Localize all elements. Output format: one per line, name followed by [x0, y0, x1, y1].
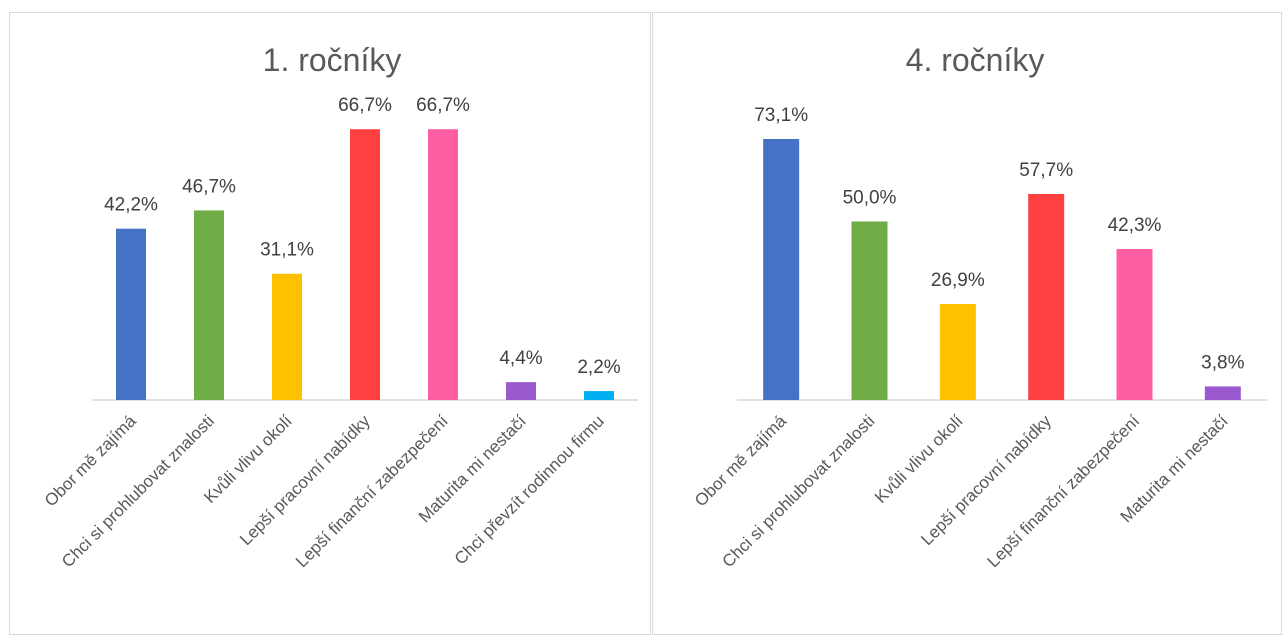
bar: [428, 129, 458, 401]
x-tick-label: Lepší finanční zabezpečení: [984, 411, 1144, 571]
x-tick-label: Kvůli vlivu okolí: [871, 411, 967, 507]
chart-first-year: 1. ročníky 42,2%Obor mě zajímá46,7%Chci …: [41, 42, 638, 571]
x-tick-label: Chci si prohlubovat znalosti: [58, 411, 218, 571]
x-tick-label: Lepší finanční zabezpečení: [292, 411, 452, 571]
data-label: 26,9%: [931, 270, 985, 291]
data-label: 66,7%: [338, 95, 392, 116]
x-tick-label: Chci převzít rodinnou firmu: [451, 411, 608, 568]
data-label: 2,2%: [577, 357, 620, 378]
data-label: 31,1%: [260, 240, 314, 261]
bar: [194, 210, 224, 400]
data-label: 4,4%: [499, 348, 542, 369]
x-tick-label: Lepší pracovní nabídky: [236, 411, 374, 549]
bar: [1028, 193, 1065, 400]
x-tick-label: Obor mě zajímá: [691, 411, 790, 510]
chart-title: 4. ročníky: [906, 42, 1045, 78]
data-label: 66,7%: [416, 95, 470, 116]
x-tick-label: Chci si prohlubovat znalosti: [719, 411, 879, 571]
bar: [584, 391, 614, 400]
data-label: 3,8%: [1201, 352, 1244, 373]
bar: [851, 221, 888, 400]
bar: [763, 139, 800, 400]
data-label: 46,7%: [182, 176, 236, 197]
chart-fourth-year: 4. ročníky 73,1% Obor mě zajímá 50,0% Chci …: [691, 42, 1267, 571]
data-label: 57,7%: [1019, 160, 1073, 181]
data-label: 73,1%: [754, 105, 808, 126]
bar: [939, 303, 976, 400]
bar: [506, 382, 536, 400]
data-label: 42,2%: [104, 195, 158, 216]
data-label: 42,3%: [1108, 215, 1162, 236]
bar: [350, 129, 380, 401]
chart-title: 1. ročníky: [263, 42, 402, 78]
bar: [1204, 386, 1241, 400]
bar: [272, 273, 302, 400]
bar: [1116, 248, 1153, 400]
chart-panel-fourth-year: 4. ročníky 73,1% Obor mě zajímá 50,0% Chci …: [652, 12, 1282, 635]
data-label: 50,0%: [843, 187, 897, 208]
bar: [116, 228, 146, 400]
chart-panel-first-year: 1. ročníky 42,2% Obor mě zajímá 46,7% Chci …: [9, 12, 651, 635]
